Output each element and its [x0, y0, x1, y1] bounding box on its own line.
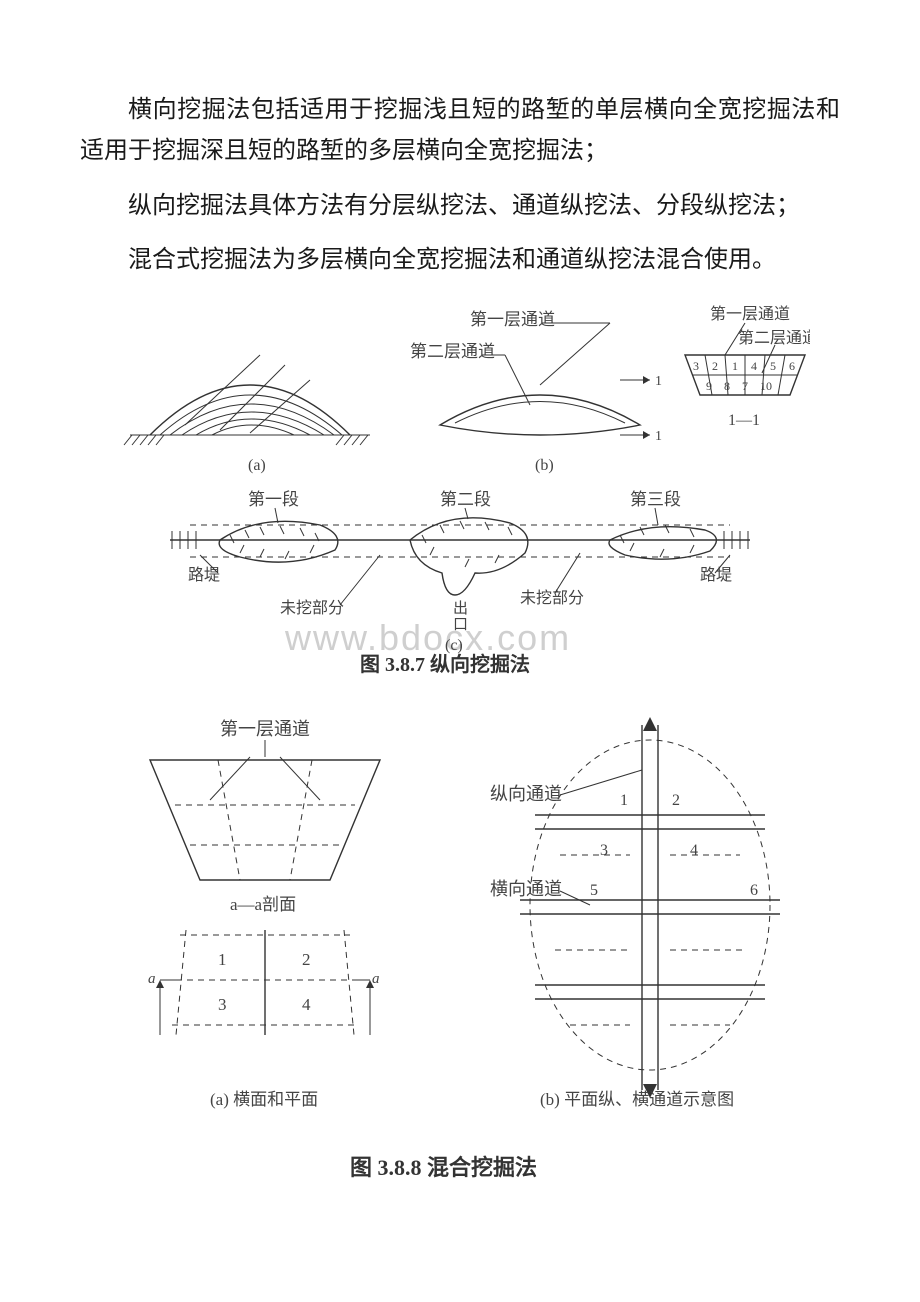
label-layer1b: 第一层通道: [710, 305, 790, 323]
figure-3-8-8: 第一层通道 a—a剖面: [80, 705, 840, 1205]
arrow-1-bot: 1: [655, 429, 662, 444]
document-page: 横向挖掘法包括适用于挖掘浅且短的路堑的单层横向全宽挖掘法和适用于挖掘深且短的路堑…: [0, 0, 920, 1265]
label-layer1-388: 第一层通道: [220, 719, 310, 739]
figure-3-8-7: (a) 第一层通道 第二层通道 1 1 (b): [80, 295, 840, 675]
label-b: (b): [535, 457, 554, 474]
cell-6: 6: [789, 359, 795, 373]
label-seg2: 第二段: [440, 490, 491, 509]
fig-b-section: 第一层通道 第二层通道 3 2 1 4 5 6 9: [685, 305, 810, 429]
cell-1: 1: [732, 359, 738, 373]
b-1: 1: [620, 792, 628, 809]
label-unexc-1: 未挖部分: [280, 599, 344, 617]
label-aa: a—a剖面: [230, 895, 296, 914]
label-seg1: 第一段: [248, 490, 299, 509]
plan-3: 3: [218, 995, 227, 1014]
fig388-b: 1 2 3 4 5 6 纵向通道 横向通道 (b) 平面纵、横通道示意图: [490, 717, 780, 1109]
label-embank-l: 路堤: [188, 566, 220, 584]
b-3: 3: [600, 842, 608, 859]
b-4: 4: [690, 842, 698, 859]
arrow-1-top: 1: [655, 374, 662, 389]
label-layer2b: 第二层通道: [738, 329, 810, 347]
a-left: a: [148, 971, 156, 987]
fig-a: (a): [124, 355, 370, 474]
label-cross-ch: 横向通道: [490, 879, 562, 899]
caption-387: 图 3.8.7 纵向挖掘法: [360, 652, 530, 675]
cell-3: 3: [693, 359, 699, 373]
fig388-a: 第一层通道 a—a剖面: [148, 719, 380, 1109]
label-1-1: 1—1: [728, 412, 760, 429]
figure-3-8-7-svg: (a) 第一层通道 第二层通道 1 1 (b): [110, 295, 810, 675]
caption-b: (b) 平面纵、横通道示意图: [540, 1090, 734, 1109]
cell-4: 4: [751, 359, 757, 373]
label-layer2: 第二层通道: [410, 342, 495, 361]
fig-b: 1 1 (b): [440, 374, 662, 474]
paragraph-3: 混合式挖掘法为多层横向全宽挖掘法和通道纵挖法混合使用。: [80, 240, 840, 281]
cell-2: 2: [712, 359, 718, 373]
paragraph-1: 横向挖掘法包括适用于挖掘浅且短的路堑的单层横向全宽挖掘法和适用于挖掘深且短的路堑…: [80, 90, 840, 172]
a-right: a: [372, 971, 380, 987]
caption-388: 图 3.8.8 混合挖掘法: [350, 1155, 537, 1180]
fig-c: 第一段 第二段 第三段: [170, 490, 750, 633]
watermark: www.bdocx.com: [284, 617, 571, 658]
label-a: (a): [248, 457, 266, 474]
cell-8: 8: [724, 379, 730, 393]
label-long-ch: 纵向通道: [490, 784, 562, 804]
plan-1: 1: [218, 950, 227, 969]
label-unexc-2: 未挖部分: [520, 589, 584, 607]
cell-7: 7: [742, 379, 748, 393]
label-layer1: 第一层通道: [470, 310, 555, 329]
label-c: (c): [445, 637, 463, 654]
plan-2: 2: [302, 950, 311, 969]
cell-5: 5: [770, 359, 776, 373]
label-exit-1: 出: [453, 600, 468, 617]
figure-3-8-8-svg: 第一层通道 a—a剖面: [90, 705, 830, 1205]
label-seg3: 第三段: [630, 490, 681, 509]
caption-a: (a) 横面和平面: [210, 1090, 318, 1109]
cell-10: 10: [760, 379, 772, 393]
paragraph-2: 纵向挖掘法具体方法有分层纵挖法、通道纵挖法、分段纵挖法；: [80, 186, 840, 227]
plan-4: 4: [302, 995, 311, 1014]
b-5: 5: [590, 882, 598, 899]
label-embank-r: 路堤: [700, 566, 732, 584]
cell-9: 9: [706, 379, 712, 393]
b-2: 2: [672, 792, 680, 809]
b-6: 6: [750, 882, 758, 899]
